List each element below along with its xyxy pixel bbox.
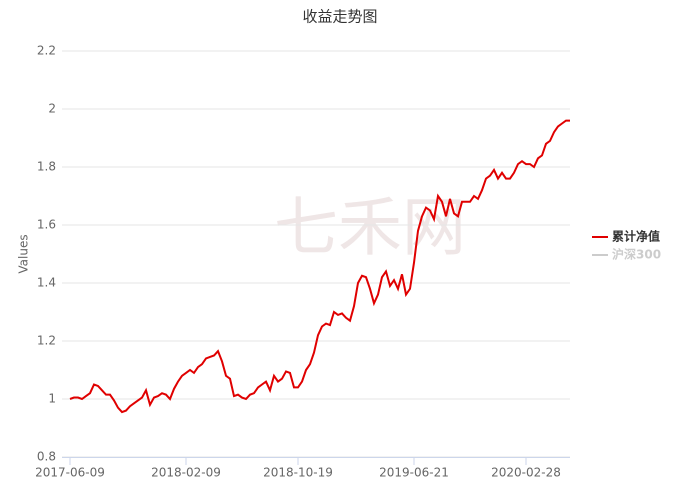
y-tick-label: 1.6	[37, 218, 56, 232]
watermark: 七禾网	[274, 192, 466, 266]
y-tick-label: 1.4	[37, 276, 56, 290]
legend-label: 沪深300	[612, 247, 661, 262]
x-tick-label: 2019-06-21	[379, 466, 449, 480]
y-tick-label: 1.2	[37, 334, 56, 348]
x-tick-label: 2018-10-19	[263, 466, 333, 480]
chart-title: 收益走势图	[302, 8, 377, 26]
x-tick-label: 2017-06-09	[35, 466, 105, 480]
y-tick-label: 0.8	[37, 450, 56, 464]
y-axis-title: Values	[17, 234, 31, 273]
y-tick-label: 2.2	[37, 44, 56, 58]
x-tick-label: 2020-02-28	[491, 466, 561, 480]
x-tick-label: 2018-02-09	[151, 466, 221, 480]
data-line	[69, 119, 570, 414]
legend-label: 累计净值	[612, 229, 660, 244]
y-tick-label: 2	[48, 102, 56, 116]
y-tick-label: 1	[48, 392, 56, 406]
y-tick-label: 1.8	[37, 160, 56, 174]
